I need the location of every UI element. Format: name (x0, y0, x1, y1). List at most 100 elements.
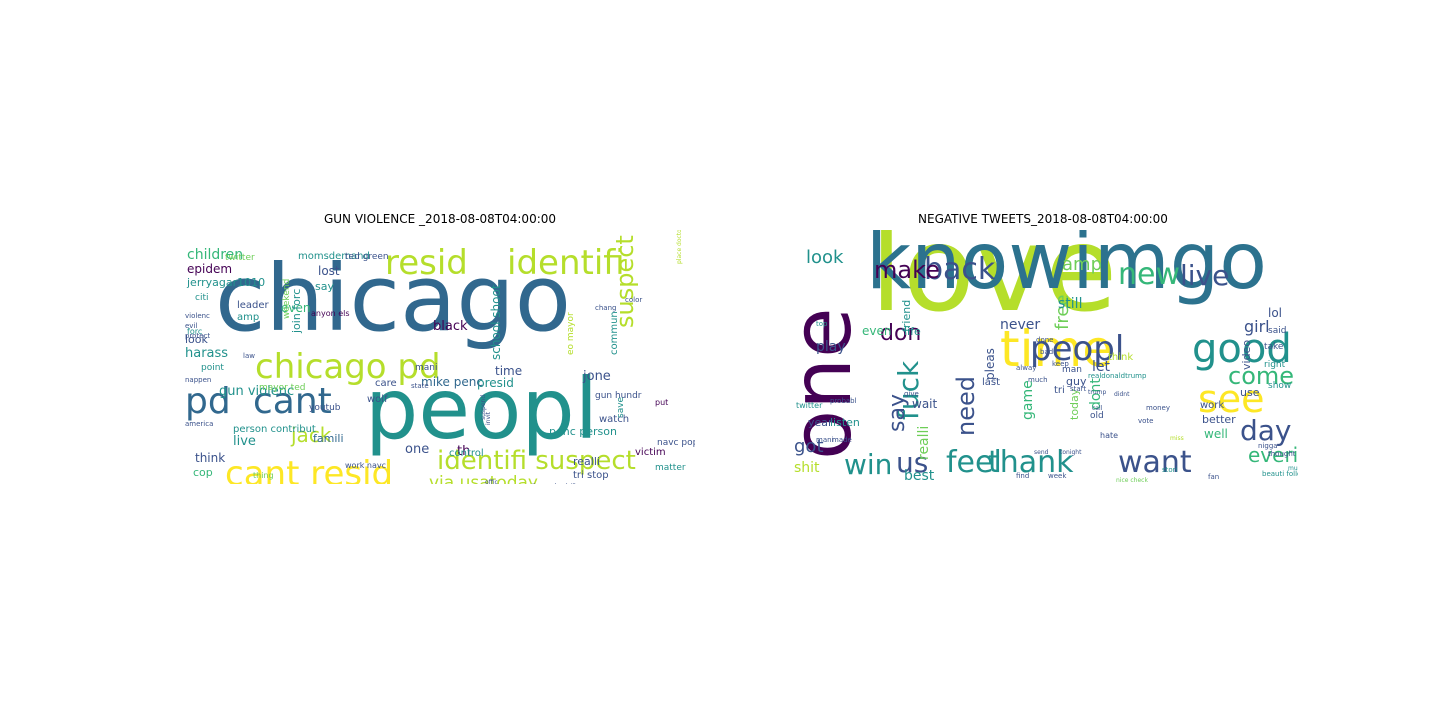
wordcloud-word: win (844, 448, 892, 481)
wordcloud-word: look (185, 333, 209, 346)
wordcloud-word: miss (1170, 435, 1184, 442)
wordcloud-word: even (281, 301, 310, 315)
wordcloud-word: got (794, 436, 824, 457)
wordcloud-word: color (625, 296, 642, 304)
wordcloud-word: thought (1268, 450, 1296, 458)
wordcloud-word: realli (573, 455, 600, 468)
wordcloud-word: mayor ted (259, 383, 305, 393)
wordcloud-word: offic (485, 479, 498, 484)
wordcloud-word: place doctor anyon (676, 230, 683, 264)
wordcloud-word: look (806, 247, 844, 268)
wordcloud-word: save (616, 396, 626, 418)
wordcloud-word: suspect via (611, 230, 639, 328)
wordcloud-word: diamondandsilk (530, 483, 578, 484)
wordcloud-word: guy (1066, 375, 1087, 388)
wordcloud-word: come (1228, 362, 1294, 390)
wordcloud-word: nice check (1116, 477, 1148, 484)
wordcloud-word: weekend (282, 279, 292, 319)
wordcloud-panel-gun-violence: GUN VIOLENCE _2018-08-08T04:00:00 chicag… (185, 212, 695, 484)
wordcloud-word: game (1020, 380, 1036, 420)
wordcloud-word: presid (477, 376, 514, 390)
wordcloud-word: leader (237, 300, 270, 311)
wordcloud-word: nigga (1258, 442, 1278, 450)
wordcloud-word: didnt (1114, 391, 1130, 398)
wordcloud-word: control (449, 448, 484, 459)
wordcloud-word: fuck (892, 360, 925, 420)
wordcloud-word: identifi suspect (437, 446, 636, 476)
wordcloud-word: last (982, 377, 1000, 388)
wordcloud-word: protect (185, 332, 210, 340)
wordcloud-word: old (1090, 411, 1104, 421)
wordcloud-word: day (1240, 414, 1292, 447)
wordcloud-word: point (201, 363, 224, 373)
wordcloud-word: jack (290, 423, 332, 447)
wordcloud-word: probabl (830, 397, 857, 405)
wordcloud-word: make (874, 256, 940, 284)
wordcloud-word: live (233, 434, 256, 449)
wordcloud-word: watch (599, 414, 629, 425)
wordcloud-word: trump (1088, 389, 1106, 396)
panel-title: GUN VIOLENCE _2018-08-08T04:00:00 (323, 212, 557, 226)
wordcloud-word: girl (1244, 317, 1270, 336)
wordcloud-word: chicago pd (255, 347, 441, 387)
wordcloud-word: top (816, 320, 828, 328)
wordcloud-word: person contribut (233, 424, 316, 435)
panel-title: NEGATIVE TWEETS_2018-08-08T04:00:00 (918, 212, 1168, 226)
wordcloud-word: alway (1016, 364, 1036, 372)
wordcloud-word: mani (816, 436, 834, 444)
wordcloud-word: listen (830, 416, 860, 429)
wordcloud-word: man (1062, 365, 1082, 375)
wordcloud-word: time (1000, 320, 1113, 378)
wordcloud-word: vote (1138, 417, 1153, 425)
wordcloud-word: wolf (367, 394, 388, 405)
wordcloud-word: one (788, 307, 870, 460)
wordcloud-word: invit (485, 411, 492, 425)
wordcloud-word: suspend (480, 395, 487, 420)
wordcloud-word: famili (313, 432, 344, 445)
wordcloud-word: let (1092, 359, 1111, 375)
wordcloud-word: dont (1088, 378, 1104, 410)
wordcloud-word: video (1240, 340, 1253, 370)
wordcloud-word: realli (916, 426, 932, 460)
wordcloud-word: well (1204, 427, 1228, 441)
wordcloud-word: life (904, 325, 921, 338)
wordcloud-word: nappen (185, 376, 211, 384)
wordcloud-word: pd (185, 381, 231, 422)
wordcloud-word: cop (193, 466, 213, 479)
wordcloud-word: chicago (215, 245, 571, 352)
wordcloud-word: amp (237, 312, 259, 323)
wordcloud-word: amp (1062, 254, 1102, 275)
wordcloud-word: think (1108, 352, 1133, 363)
wordcloud-word: everi (1248, 443, 1298, 467)
wordcloud-word: victim (635, 447, 666, 458)
wordcloud-word: think (195, 451, 225, 465)
wordcloud-word: pleas (983, 348, 997, 380)
wordcloud-word: peopl (1030, 329, 1124, 369)
wordcloud-word: youtub (309, 403, 341, 413)
wordcloud-word: twitter (225, 253, 255, 263)
wordcloud-word: thank (988, 445, 1074, 480)
wordcloud-word: today (1068, 388, 1081, 420)
wordcloud-word: put (655, 398, 668, 407)
wordcloud-word: america (185, 420, 213, 428)
wordcloud-word: even (862, 324, 891, 338)
wordcloud-image: chicago peopl resid identifi chicago pd pd can… (185, 230, 695, 484)
wordcloud-word: chang (595, 304, 616, 312)
wordcloud-word: play (816, 339, 846, 355)
wordcloud-word: work (1200, 400, 1224, 411)
wordcloud-word: knowimgo (866, 230, 1267, 307)
wordcloud-word: mani (415, 363, 438, 373)
wordcloud-word: wait (912, 397, 938, 411)
wordcloud-word: harass (185, 346, 228, 361)
wordcloud-word: us (896, 446, 928, 479)
wordcloud-word: tonight (1060, 449, 1082, 456)
wordcloud-word: right (1264, 360, 1286, 370)
wordcloud-word: new (1118, 257, 1180, 292)
wordcloud-word: take (1264, 342, 1284, 352)
wordcloud-word: identifi (507, 243, 625, 283)
wordcloud-word: better (1202, 413, 1236, 426)
wordcloud-word: stori (1162, 466, 1178, 474)
wordcloud-word: evil (185, 322, 197, 330)
wordcloud-word: realdonaldtrump (1088, 372, 1147, 380)
wordcloud-word: th (457, 444, 470, 459)
